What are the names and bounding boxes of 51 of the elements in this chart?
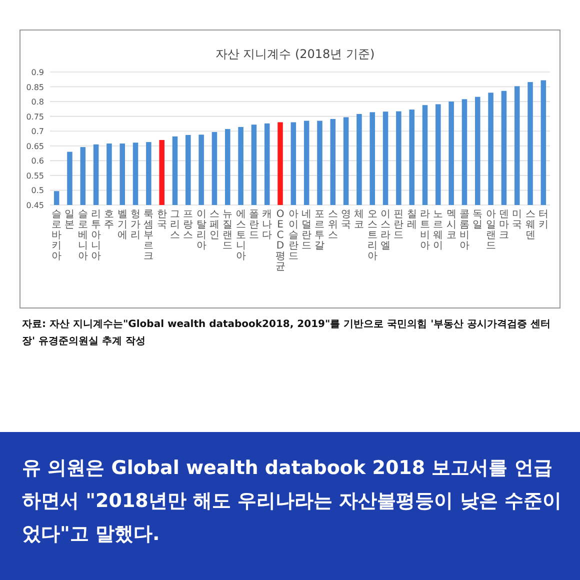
x-tick-label: 콜롬비아 — [459, 209, 470, 252]
x-tick-label: 멕시코 — [446, 209, 456, 241]
x-tick-label: 영국 — [341, 209, 352, 230]
x-tick-label: 덴마크 — [498, 209, 509, 241]
x-tick-label: 뉴질랜드 — [222, 209, 233, 252]
x-tick-label: 아이슬란드 — [288, 209, 298, 262]
x-tick-label: 슬로바키아 — [52, 209, 62, 262]
x-tick-label: 포르투갈 — [314, 209, 325, 252]
x-tick-label: OECD 평균 — [275, 209, 286, 272]
y-tick-label: 0.5 — [31, 186, 44, 196]
y-tick-label: 0.85 — [26, 82, 44, 92]
x-tick-label: 에스토니아 — [236, 209, 246, 262]
x-tick-label: 프랑스 — [183, 209, 194, 241]
x-tick-label: 리투아니아 — [91, 209, 102, 262]
x-tick-label: 미국 — [512, 209, 522, 230]
x-tick-label: 일본 — [64, 209, 75, 230]
y-tick-label: 0.8 — [31, 98, 44, 107]
x-tick-label: 칠레 — [406, 209, 417, 230]
x-tick-label: 라트비아 — [420, 209, 430, 252]
x-tick-label: 체코 — [354, 209, 364, 230]
x-tick-label: 그리스 — [170, 209, 180, 241]
x-tick-label: 스위스 — [328, 209, 338, 241]
x-tick-label: 스웨덴 — [525, 209, 536, 241]
x-tick-label: 폴란드 — [248, 209, 259, 241]
y-tick-label: 0.9 — [31, 68, 44, 77]
x-tick-label: 한국 — [156, 209, 167, 230]
x-tick-label: 독일 — [472, 209, 483, 230]
x-tick-label: 슬로베니아 — [78, 209, 88, 262]
chart-title: 자산 지니계수 (2018년 기준) — [215, 47, 375, 61]
x-tick-label: 노르웨이 — [433, 209, 444, 252]
x-tick-label: 룩셈부르크 — [144, 209, 154, 262]
x-tick-label: 터키 — [538, 209, 548, 230]
x-tick-label: 네덜란드 — [302, 209, 312, 252]
y-tick-label: 0.7 — [31, 127, 44, 136]
y-tick-label: 0.45 — [26, 201, 44, 210]
x-tick-label: 스페인 — [209, 209, 220, 241]
x-tick-label: 벨기에 — [117, 209, 128, 241]
x-tick-label: 헝가리 — [130, 209, 141, 241]
x-tick-label: 캐나다 — [262, 209, 272, 241]
x-tick-label: 아일랜드 — [486, 209, 496, 252]
x-tick-label: 오스트리아 — [367, 209, 378, 262]
text: 자료: 자산 지니계수는"Global wealth databook2018, 2019"를 기반으로 국민의힘 '부동산 공시가격검증 센터장' 유경준의원실 추계 작성 — [22, 318, 552, 349]
y-tick-label: 0.65 — [26, 142, 44, 151]
text: 유 의원은 Global wealth databook 2018 보고서를 언급하면서 "2018년만 해도 우리나라는 자산불평등이 낮은 수준이었다"고 말했다. — [22, 456, 562, 547]
x-tick-label: 이스라엘 — [380, 209, 391, 252]
x-tick-label: 호주 — [104, 209, 114, 230]
x-tick-label: 핀란드 — [394, 209, 404, 241]
y-tick-label: 0.75 — [26, 112, 44, 122]
y-tick-label: 0.6 — [31, 156, 44, 166]
y-tick-label: 0.55 — [26, 171, 44, 180]
x-tick-label: 이탈리아 — [196, 209, 206, 252]
